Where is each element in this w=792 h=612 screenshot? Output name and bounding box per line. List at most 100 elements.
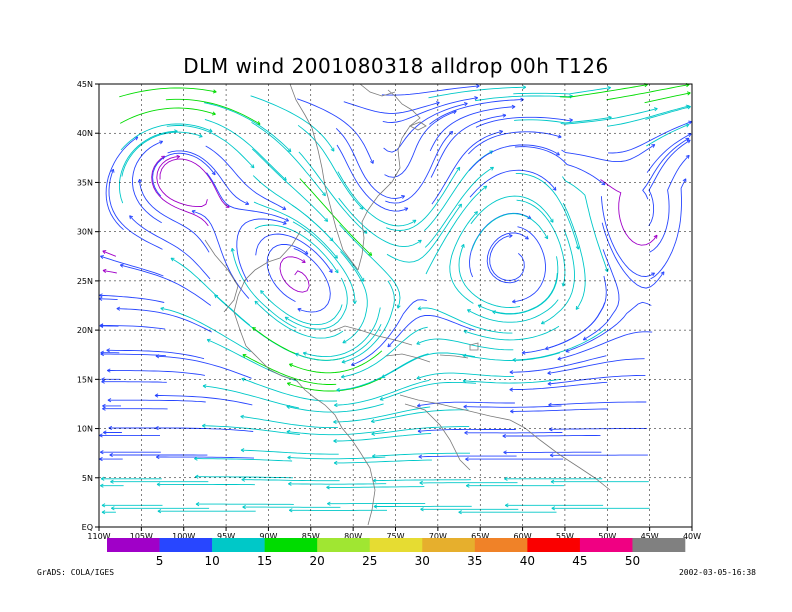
- streamline: [417, 401, 515, 407]
- streamline-arrow: [653, 107, 658, 112]
- streamline: [469, 169, 557, 198]
- streamline-arrow: [502, 113, 507, 118]
- colorbar-label: 45: [572, 554, 587, 568]
- colorbar-label: 50: [625, 554, 640, 568]
- streamline: [326, 486, 425, 488]
- streamline-arrow: [416, 403, 421, 408]
- streamline: [170, 257, 251, 326]
- streamline: [547, 358, 645, 374]
- streamline-arrow: [211, 111, 216, 116]
- streamline: [287, 456, 386, 460]
- colorbar-swatch: [422, 538, 476, 552]
- streamline-arrow: [198, 133, 203, 138]
- streamline: [191, 210, 250, 299]
- streamline: [372, 452, 470, 457]
- streamline-arrow: [544, 235, 549, 240]
- streamline: [253, 201, 338, 259]
- streamline: [118, 130, 178, 204]
- streamline: [565, 301, 652, 353]
- colorbar-label: 25: [362, 554, 377, 568]
- y-tick-label: EQ: [82, 523, 93, 532]
- streamline: [339, 224, 401, 309]
- x-tick-label: 100W: [172, 532, 195, 541]
- streamline-arrow: [685, 137, 690, 142]
- streamline: [231, 248, 297, 329]
- streamline: [650, 178, 687, 280]
- streamline: [255, 233, 333, 273]
- gridlines: [99, 84, 692, 527]
- streamline-arrow: [211, 171, 216, 176]
- x-tick-label: 70W: [429, 532, 447, 541]
- streamline: [463, 405, 562, 408]
- streamline-arrow: [372, 478, 377, 483]
- streamline-arrow: [477, 304, 482, 309]
- y-tick-label: 20N: [77, 326, 93, 335]
- streamline-arrow: [108, 425, 113, 431]
- streamline: [108, 169, 163, 250]
- streamline-arrow: [512, 299, 516, 304]
- streamline-arrow: [288, 481, 292, 486]
- streamline: [477, 272, 558, 315]
- streamline-arrow: [463, 329, 468, 334]
- streamline: [557, 331, 653, 360]
- streamline-arrow: [381, 374, 386, 379]
- streamline-arrow: [492, 310, 496, 315]
- streamline-arrow: [254, 300, 259, 305]
- colorbar-label: 10: [204, 554, 219, 568]
- streamline-arrow: [467, 309, 471, 313]
- y-tick-label: 10N: [77, 425, 93, 434]
- streamline-arrow: [474, 211, 478, 216]
- colorbar-label: 20: [310, 554, 325, 568]
- streamline: [102, 250, 117, 257]
- footer-timestamp: 2002-03-05-16:38: [679, 568, 756, 577]
- streamline: [509, 355, 607, 373]
- streamline: [260, 290, 343, 326]
- streamline-arrow: [463, 102, 468, 107]
- streamline-arrow: [547, 370, 552, 375]
- colorbar-label: 40: [520, 554, 535, 568]
- streamline-arrow: [102, 268, 107, 274]
- streamline-arrow: [462, 378, 467, 384]
- streamline: [644, 92, 691, 104]
- streamline-arrow: [686, 91, 691, 96]
- streamline: [165, 98, 261, 125]
- streamline: [116, 308, 212, 333]
- x-tick-label: 95W: [217, 532, 235, 541]
- streamline-arrow: [569, 118, 573, 123]
- streamline-arrow: [285, 217, 289, 222]
- streamline: [295, 323, 382, 361]
- streamline-arrow: [111, 506, 115, 511]
- streamline-arrow: [240, 448, 245, 453]
- streamline-arrow: [565, 348, 570, 353]
- streamline: [649, 154, 690, 253]
- streamline-arrow: [524, 235, 529, 240]
- streamline: [167, 150, 249, 205]
- streamline-arrow: [387, 343, 392, 348]
- streamline: [99, 324, 166, 330]
- streamline: [242, 354, 337, 385]
- footer-credit: GrADS: COLA/IGES: [37, 568, 114, 577]
- streamline: [471, 213, 548, 251]
- colorbar-swatch: [369, 538, 423, 552]
- streamline-arrow: [575, 245, 580, 250]
- streamline-arrow: [417, 428, 422, 434]
- streamline: [341, 280, 395, 363]
- streamline-arrow: [352, 300, 357, 305]
- streamline: [423, 150, 494, 232]
- streamline: [202, 385, 299, 409]
- streamline: [425, 185, 488, 275]
- streamline: [240, 415, 338, 429]
- streamline-arrow: [404, 207, 409, 212]
- colorbar-label: 15: [257, 554, 272, 568]
- streamline-arrow: [194, 456, 198, 461]
- streamline-arrow: [191, 209, 196, 214]
- chart-title: DLM wind 2001080318 alldrop 00h T126: [183, 54, 608, 78]
- streamline-arrow: [651, 144, 656, 148]
- streamline: [266, 244, 309, 302]
- streamline: [462, 378, 561, 384]
- streamline-arrow: [551, 506, 556, 511]
- streamline: [139, 179, 210, 253]
- streamline: [416, 338, 514, 351]
- streamline-arrow: [100, 255, 104, 260]
- streamline: [371, 426, 470, 435]
